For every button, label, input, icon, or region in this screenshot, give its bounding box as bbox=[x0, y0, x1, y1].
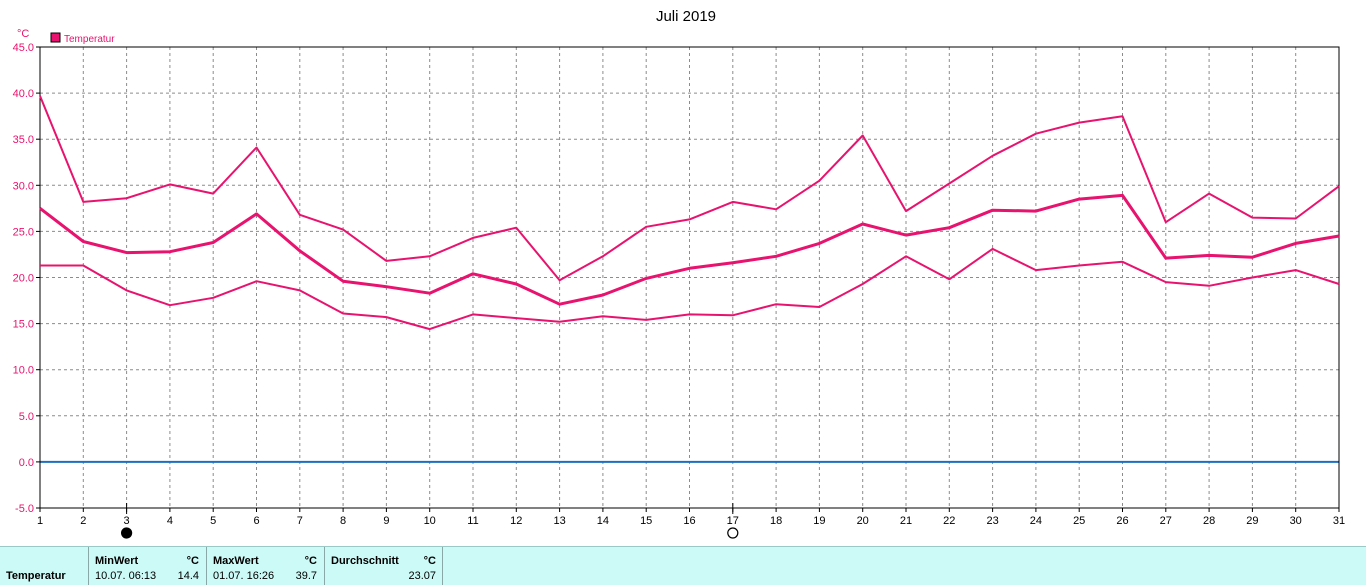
avg-unit: °C bbox=[423, 555, 436, 567]
series-line-avg bbox=[39, 193, 1340, 306]
x-tick-label: 13 bbox=[553, 515, 565, 527]
x-tick-label: 2 bbox=[80, 515, 86, 527]
x-tick-label: 22 bbox=[943, 515, 955, 527]
y-tick-label: 25.0 bbox=[13, 226, 34, 238]
min-value-cell: MinWert °C 10.07. 06:13 14.4 bbox=[88, 547, 207, 585]
x-tick-label: 31 bbox=[1333, 515, 1345, 527]
x-tick-label: 15 bbox=[640, 515, 652, 527]
stats-row-label: Temperatur bbox=[6, 570, 66, 582]
min-value: 14.4 bbox=[177, 570, 199, 582]
y-tick-label: 15.0 bbox=[13, 319, 34, 331]
y-tick-label: 0.0 bbox=[19, 457, 34, 469]
x-tick-label: 11 bbox=[467, 515, 478, 527]
x-tick-label: 17 bbox=[727, 515, 739, 527]
y-axis-ticks: 45.0 40.0 35.0 30.0 25.0 20.0 15.0 10.0 5.0 0.0 -5… bbox=[13, 42, 40, 515]
y-tick-label: 35.0 bbox=[13, 134, 34, 146]
series-line-min bbox=[40, 247, 1340, 331]
full-moon-icon bbox=[727, 527, 739, 539]
x-tick-label: 12 bbox=[510, 515, 522, 527]
avg-value: 23.07 bbox=[408, 570, 436, 582]
x-tick-label: 27 bbox=[1160, 515, 1172, 527]
x-tick-label: 7 bbox=[297, 515, 303, 527]
series bbox=[39, 95, 1340, 331]
avg-header: Durchschnitt bbox=[331, 555, 399, 567]
y-tick-label: 20.0 bbox=[13, 273, 34, 285]
max-datetime: 01.07. 16:26 bbox=[213, 570, 275, 582]
y-tick-label: 40.0 bbox=[13, 88, 34, 100]
max-unit: °C bbox=[304, 555, 317, 567]
statistics-bar: Temperatur MinWert °C 10.07. 06:13 14.4 … bbox=[0, 546, 1366, 585]
x-tick-label: 6 bbox=[253, 515, 259, 527]
legend-swatch bbox=[50, 32, 61, 43]
max-value: 39.7 bbox=[295, 570, 317, 582]
y-tick-label: -5.0 bbox=[15, 503, 34, 515]
max-value-cell: MaxWert °C 01.07. 16:26 39.7 bbox=[206, 547, 325, 585]
min-unit: °C bbox=[186, 555, 199, 567]
average-value-cell: Durchschnitt °C 23.07 bbox=[324, 547, 443, 585]
x-axis-ticks: 1 2 3 4 5 6 7 8 9 10 11 12 13 14 15 16 17 18 19 20 21 22 23 24 2… bbox=[37, 508, 1345, 527]
x-tick-label: 24 bbox=[1030, 515, 1042, 527]
x-tick-label: 19 bbox=[813, 515, 825, 527]
grid bbox=[40, 47, 1339, 508]
x-tick-label: 29 bbox=[1246, 515, 1258, 527]
x-tick-label: 28 bbox=[1203, 515, 1215, 527]
x-tick-label: 21 bbox=[900, 515, 912, 527]
x-tick-label: 20 bbox=[857, 515, 869, 527]
min-datetime: 10.07. 06:13 bbox=[95, 570, 157, 582]
x-tick-label: 14 bbox=[597, 515, 609, 527]
y-tick-label: 5.0 bbox=[19, 411, 34, 423]
x-tick-label: 5 bbox=[210, 515, 216, 527]
x-tick-label: 18 bbox=[770, 515, 782, 527]
y-tick-label: 45.0 bbox=[13, 42, 34, 54]
new-moon-icon bbox=[120, 527, 133, 539]
series-line-max bbox=[39, 95, 1340, 282]
x-tick-label: 23 bbox=[986, 515, 998, 527]
chart: Juli 2019 °C Temperatur 45.040.035.030.0… bbox=[13, 8, 1345, 539]
max-header: MaxWert bbox=[213, 555, 259, 567]
x-tick-label: 4 bbox=[167, 515, 173, 527]
y-tick-label: 30.0 bbox=[13, 180, 34, 192]
min-header: MinWert bbox=[95, 555, 139, 567]
x-tick-label: 16 bbox=[683, 515, 695, 527]
x-tick-label: 8 bbox=[340, 515, 346, 527]
stats-row-label-cell: Temperatur bbox=[0, 547, 88, 585]
y-unit-label: °C bbox=[17, 28, 29, 40]
moon-phase-markers bbox=[120, 503, 739, 539]
legend-label: Temperatur bbox=[64, 34, 115, 45]
x-tick-label: 25 bbox=[1073, 515, 1085, 527]
x-tick-label: 30 bbox=[1290, 515, 1302, 527]
x-tick-label: 9 bbox=[383, 515, 389, 527]
x-tick-label: 10 bbox=[424, 515, 436, 527]
y-tick-label: 10.0 bbox=[13, 365, 34, 377]
x-tick-label: 3 bbox=[124, 515, 130, 527]
x-tick-label: 1 bbox=[37, 515, 43, 527]
chart-title: Juli 2019 bbox=[656, 8, 716, 25]
x-tick-label: 26 bbox=[1116, 515, 1128, 527]
